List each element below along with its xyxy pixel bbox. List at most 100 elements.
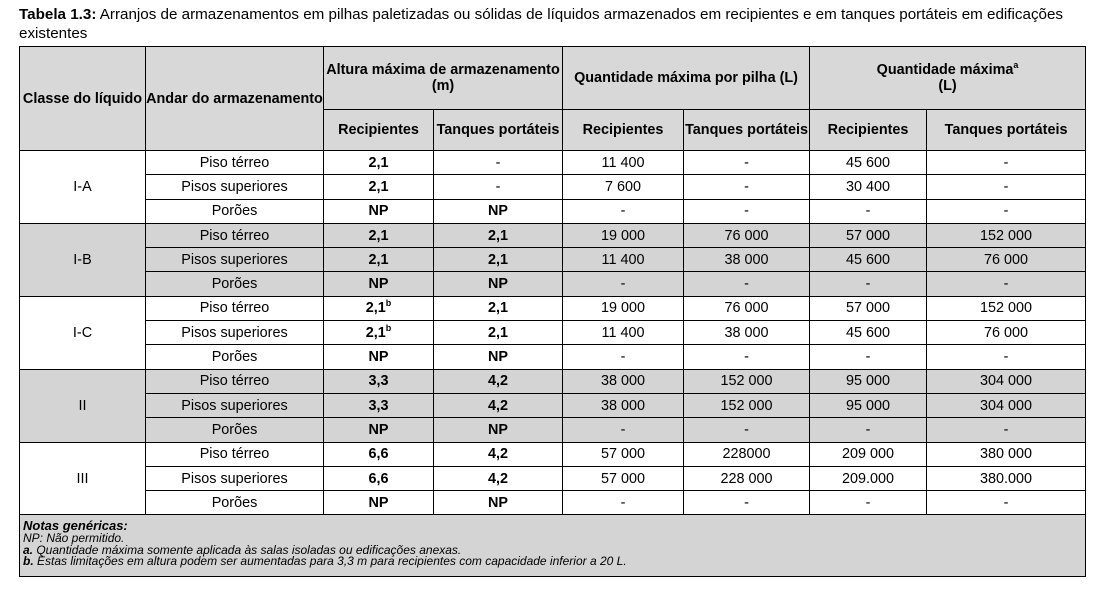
cell-max_rec: 30 400 xyxy=(809,174,928,200)
cell-max_tan: - xyxy=(926,490,1087,516)
table-row: Porões NP NP - - - - xyxy=(20,271,1087,297)
cell-alt_tan: 2,1 xyxy=(432,320,564,346)
cell-max_rec: 209 000 xyxy=(809,441,928,467)
cell-alt_rec: 2,1 xyxy=(323,247,434,273)
cell-pil_rec: 11 400 xyxy=(562,247,685,273)
table-row: Porões NP NP - - - - xyxy=(20,490,1087,516)
caption-text: Arranjos de armazenamentos em pilhas pal… xyxy=(19,6,1064,42)
cell-alt_rec-value: NP xyxy=(368,276,389,293)
cell-alt_rec: NP xyxy=(323,490,434,516)
cell-alt_rec-value: NP xyxy=(368,203,389,220)
cell-pil_tan: 152 000 xyxy=(683,392,811,419)
header-altura: Altura máxima de armazenamento (m) xyxy=(322,46,564,110)
cell-alt_rec-value: 2,1 xyxy=(368,178,389,195)
cell-max_tan: - xyxy=(926,271,1087,297)
notes-title: Notas genéricas: xyxy=(23,518,128,534)
cell-alt_rec: 3,3 xyxy=(323,368,434,394)
cell-alt_rec: 2,1b xyxy=(323,320,434,346)
table-row: II Piso térreo 3,3 4,2 38 000 152 000 95 000 30… xyxy=(19,368,1087,443)
cell-alt_rec-value: 2,1 xyxy=(368,227,389,244)
table-row: I-B Piso térreo 2,1 2,1 19 000 76 000 57 000 15… xyxy=(19,222,1087,297)
cell-pil_tan: 152 000 xyxy=(683,368,811,394)
footnote-a-marker: a xyxy=(1013,60,1019,71)
cell-alt_tan: - xyxy=(432,149,564,176)
cell-andar: Porões xyxy=(145,417,324,443)
cell-max_tan: 76 000 xyxy=(926,247,1087,273)
cell-alt_tan: NP xyxy=(432,417,564,443)
cell-alt_rec: NP xyxy=(323,417,434,443)
cell-alt_rec: 6,6 xyxy=(323,441,434,467)
cell-max_rec: - xyxy=(809,271,928,297)
table-row: Porões NP NP - - - - xyxy=(20,344,1087,370)
cell-max_rec: - xyxy=(809,417,928,443)
table-row: Pisos superiores 2,1 2,1 11 400 38 000 45 600… xyxy=(20,247,1087,273)
cell-pil_rec: 38 000 xyxy=(562,392,685,419)
cell-alt_tan: 4,2 xyxy=(432,465,564,492)
footnote-b-marker: b xyxy=(385,298,392,309)
table-row: Pisos superiores 6,6 4,2 57 000 228 000 209.0… xyxy=(20,465,1087,492)
cell-alt_tan: NP xyxy=(432,198,564,224)
cell-pil_tan: - xyxy=(683,198,811,224)
cell-alt_rec-value: 2,1 xyxy=(365,300,386,317)
cell-max_rec: 57 000 xyxy=(809,295,928,322)
header-qtd-max: Quantidade máximaa (L) xyxy=(809,46,1087,110)
cell-alt_rec-value: 3,3 xyxy=(368,373,389,390)
cell-alt_rec-value: 2,1 xyxy=(368,154,389,171)
header-pilha-recipientes: Recipientes xyxy=(562,109,685,151)
table-row: III Piso térreo 6,6 4,2 57 000 228000 209 000 3… xyxy=(19,441,1087,516)
note-b-text: Estas limitações em altura podem ser aum… xyxy=(33,554,627,569)
cell-pil_tan: 76 000 xyxy=(683,295,811,322)
table-row: I-C Piso térreo 2,1b 2,1 19 000 76 000 57 000 1… xyxy=(19,295,1087,370)
cell-max_tan: 380.000 xyxy=(926,465,1087,492)
note-a-text: Quantidade máxima somente aplicada às sa… xyxy=(33,542,462,557)
cell-pil_tan: 228000 xyxy=(683,441,811,467)
cell-max_tan: - xyxy=(926,417,1087,443)
table-body: I-A Piso térreo 2,1-11 400-45 600- Pisos su… xyxy=(19,149,1087,516)
cell-alt_tan: - xyxy=(432,174,564,200)
cell-andar: Porões xyxy=(145,198,324,224)
cell-alt_rec: NP xyxy=(323,271,434,297)
cell-alt_tan: 2,1 xyxy=(432,222,564,249)
cell-alt_tan: 4,2 xyxy=(432,368,564,394)
cell-pil_tan: - xyxy=(683,174,811,200)
cell-max_tan: - xyxy=(926,344,1087,370)
cell-andar: Pisos superiores xyxy=(145,174,324,200)
cell-pil_tan: - xyxy=(683,149,811,176)
cell-alt_rec: 2,1 xyxy=(323,149,434,176)
cell-max_rec: 209.000 xyxy=(809,465,928,492)
footnote-b-marker: b xyxy=(385,322,392,333)
cell-max_rec: - xyxy=(809,490,928,516)
cell-alt_rec-value: 6,6 xyxy=(368,470,389,487)
cell-pil_rec: - xyxy=(562,271,685,297)
cell-pil_tan: 38 000 xyxy=(683,247,811,273)
cell-max_tan: - xyxy=(926,174,1087,200)
cell-pil_rec: 7 600 xyxy=(562,174,685,200)
cell-andar: Pisos superiores xyxy=(145,392,324,419)
cell-alt_rec: 2,1 xyxy=(323,174,434,200)
cell-pil_rec: 19 000 xyxy=(562,222,685,249)
cell-alt_tan: NP xyxy=(432,490,564,516)
cell-alt_rec: NP xyxy=(323,198,434,224)
cell-andar: Pisos superiores xyxy=(145,320,324,346)
cell-max_tan: 152 000 xyxy=(926,222,1087,249)
cell-max_rec: 57 000 xyxy=(809,222,928,249)
cell-alt_tan: 2,1 xyxy=(432,247,564,273)
cell-pil_rec: - xyxy=(562,198,685,224)
cell-alt_rec: 3,3 xyxy=(323,392,434,419)
cell-andar: Piso térreo xyxy=(145,149,324,176)
header-classe: Classe do líquido xyxy=(19,46,146,151)
cell-andar: Piso térreo xyxy=(145,368,324,394)
storage-table: Classe do líquido Andar do armazenamento… xyxy=(18,46,1087,578)
cell-pil_tan: 38 000 xyxy=(683,320,811,346)
cell-alt_rec: 6,6 xyxy=(323,465,434,492)
cell-max_rec: 45 600 xyxy=(809,320,928,346)
table-row: Pisos superiores 2,1b 2,1 11 400 38 000 45 60… xyxy=(20,320,1087,346)
cell-pil_tan: 76 000 xyxy=(683,222,811,249)
cell-andar: Piso térreo xyxy=(145,441,324,467)
cell-pil_tan: - xyxy=(683,344,811,370)
cell-alt_tan: NP xyxy=(432,344,564,370)
cell-classe: I-A xyxy=(19,150,146,224)
header-max-recipientes: Recipientes xyxy=(809,109,928,151)
note-a-label: a. xyxy=(23,542,34,557)
cell-max_tan: 304 000 xyxy=(926,368,1087,394)
